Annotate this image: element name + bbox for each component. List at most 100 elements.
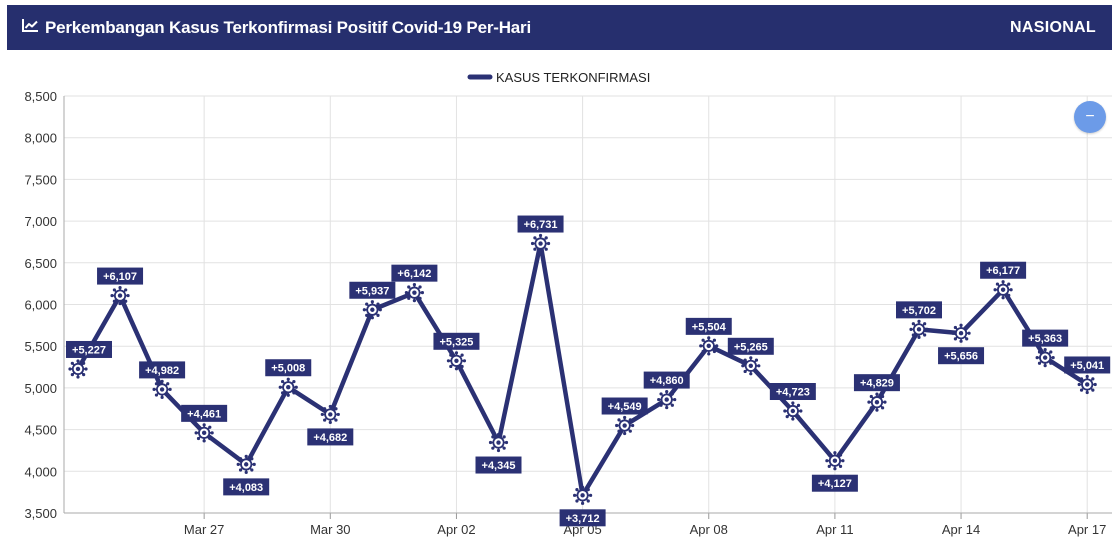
data-label-box	[139, 361, 186, 379]
legend-label[interactable]: KASUS TERKONFIRMASI	[496, 70, 650, 85]
data-label-text: +4,083	[229, 482, 263, 494]
virus-marker[interactable]	[488, 432, 509, 453]
y-tick-label: 4,000	[24, 464, 57, 479]
virus-marker[interactable]	[152, 379, 172, 400]
y-tick-label: 7,000	[24, 214, 57, 229]
data-label: +5,265	[727, 337, 774, 355]
data-label: +5,041	[1064, 356, 1111, 374]
data-label: +6,107	[97, 267, 144, 285]
data-label: +4,723	[769, 383, 816, 401]
virus-marker[interactable]	[909, 319, 929, 339]
data-label-box	[475, 456, 522, 474]
data-label-box	[685, 317, 732, 335]
data-label: +4,345	[475, 456, 522, 474]
data-label-text: +4,345	[482, 460, 516, 472]
virus-marker[interactable]	[1077, 374, 1097, 395]
virus-marker[interactable]	[867, 392, 887, 412]
data-label: +6,142	[391, 264, 438, 282]
data-label: +5,504	[685, 317, 732, 335]
data-label-text: +6,142	[397, 268, 431, 280]
data-label-box	[307, 428, 354, 446]
virus-marker[interactable]	[446, 351, 467, 371]
data-label-text: +4,860	[650, 375, 684, 387]
virus-marker[interactable]	[110, 285, 130, 306]
x-tick-label: Mar 27	[184, 522, 224, 537]
data-label-box	[1064, 356, 1111, 374]
data-label: +6,731	[517, 215, 564, 233]
data-label-text: +5,937	[355, 285, 389, 297]
virus-marker[interactable]	[699, 336, 719, 356]
data-label: +4,127	[811, 474, 858, 492]
data-label: +6,177	[980, 261, 1027, 279]
virus-marker[interactable]	[573, 485, 593, 505]
grid-lines	[64, 95, 1112, 514]
data-label: +5,227	[66, 340, 112, 358]
x-tick-label: Apr 17	[1068, 522, 1106, 537]
y-tick-label: 4,500	[24, 423, 57, 438]
data-label: +5,702	[896, 301, 942, 319]
x-tick-label: Apr 08	[690, 522, 728, 537]
data-label-text: +5,227	[72, 344, 106, 356]
virus-marker[interactable]	[320, 404, 340, 425]
virus-marker[interactable]	[741, 356, 761, 376]
data-label: +5,363	[1022, 329, 1069, 347]
data-label-box	[559, 509, 606, 527]
data-label-box	[601, 397, 648, 415]
y-tick-label: 5,500	[24, 339, 57, 354]
data-label-text: +4,461	[187, 408, 221, 420]
virus-marker[interactable]	[278, 377, 298, 397]
y-tick-label: 8,500	[24, 89, 57, 104]
data-label-text: +5,656	[944, 351, 978, 363]
data-label-text: +4,982	[145, 365, 179, 377]
y-tick-label: 7,500	[24, 172, 57, 187]
minus-icon: −	[1085, 108, 1095, 125]
data-label-box	[853, 374, 900, 392]
data-label-text: +5,008	[271, 363, 305, 375]
data-label-box	[66, 340, 112, 358]
virus-marker[interactable]	[657, 389, 677, 410]
data-label: +5,008	[265, 359, 312, 377]
data-label-text: +4,723	[776, 387, 810, 399]
virus-marker[interactable]	[68, 359, 88, 379]
virus-marker[interactable]	[1035, 348, 1055, 368]
data-label-box	[1022, 329, 1069, 347]
axes: 3,500 4,000 4,500 5,000 5,500 6,000 6,500 7,000…	[24, 89, 1112, 537]
data-label-box	[265, 359, 312, 377]
series-points	[68, 233, 1097, 505]
line-chart: 3,500 4,000 4,500 5,000 5,500 6,000 6,500 7,000…	[24, 70, 1112, 537]
data-label-text: +5,041	[1070, 360, 1104, 372]
data-label: +4,461	[181, 404, 228, 422]
virus-marker[interactable]	[404, 283, 424, 303]
data-label-text: +4,127	[818, 478, 852, 490]
page-title: Perkembangan Kasus Terkonfirmasi Positif…	[45, 17, 531, 37]
collapse-button[interactable]: −	[1074, 101, 1106, 133]
data-label-text: +5,325	[439, 336, 473, 348]
data-label-text: +5,265	[734, 341, 768, 353]
virus-marker[interactable]	[951, 323, 971, 343]
data-label-box	[97, 267, 144, 285]
data-label-box	[391, 264, 438, 282]
data-label-text: +5,363	[1028, 333, 1062, 345]
data-label: +5,325	[433, 332, 480, 350]
x-tick-label: Mar 30	[310, 522, 350, 537]
data-label-box	[349, 281, 396, 299]
data-label: +4,829	[853, 374, 900, 392]
data-label: +5,937	[349, 281, 396, 299]
virus-marker[interactable]	[194, 423, 214, 443]
x-tick-label: Apr 02	[437, 522, 475, 537]
data-label-text: +4,549	[608, 401, 642, 413]
x-tick-label: Apr 11	[816, 522, 853, 537]
data-label: +4,083	[223, 478, 270, 496]
y-tick-label: 3,500	[24, 506, 57, 521]
virus-marker[interactable]	[530, 233, 551, 254]
virus-marker[interactable]	[615, 415, 635, 436]
virus-marker[interactable]	[362, 300, 382, 320]
virus-marker[interactable]	[783, 401, 803, 421]
virus-marker[interactable]	[236, 454, 256, 474]
data-labels: +5,227 +6,107 +4,982 +4,461 +4,083 +5,008 +4,6…	[66, 215, 1111, 527]
header-title-group: Perkembangan Kasus Terkonfirmasi Positif…	[22, 18, 531, 38]
virus-marker[interactable]	[825, 451, 845, 471]
data-label: +4,549	[601, 397, 648, 415]
virus-marker[interactable]	[993, 280, 1013, 300]
y-tick-label: 6,000	[24, 298, 57, 313]
